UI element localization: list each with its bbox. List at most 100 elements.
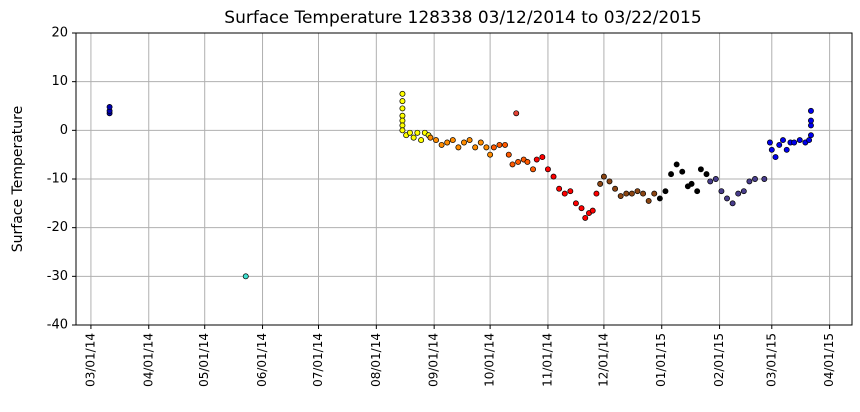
x-tick-label: 04/01/15 [822, 333, 836, 387]
data-point [600, 173, 607, 180]
data-point [455, 144, 462, 151]
data-point [593, 190, 600, 197]
x-tick-label: 12/01/14 [596, 333, 610, 387]
data-point [533, 156, 540, 163]
data-point [634, 188, 641, 195]
data-point [772, 154, 779, 161]
data-point [768, 146, 775, 153]
data-point [656, 195, 663, 202]
data-point [766, 139, 773, 146]
data-point [761, 176, 768, 182]
x-tick-label: 10/01/14 [483, 333, 497, 387]
data-point [567, 188, 574, 195]
y-tick-label: -30 [47, 269, 68, 284]
data-point [513, 110, 520, 117]
data-point [707, 178, 714, 185]
data-point [490, 144, 497, 151]
data-point [703, 171, 710, 178]
data-point [556, 185, 563, 192]
data-point [735, 190, 742, 197]
y-tick-label: -20 [47, 220, 68, 235]
data-point [106, 104, 113, 110]
data-point [679, 168, 686, 175]
data-point [780, 137, 786, 144]
data-point [399, 127, 406, 134]
data-point [438, 141, 445, 148]
data-point [515, 159, 522, 165]
data-point [688, 180, 695, 187]
data-point [399, 105, 406, 112]
data-point [477, 139, 484, 146]
data-point [550, 173, 557, 180]
data-point [718, 188, 725, 195]
x-tick-label: 03/01/14 [83, 333, 97, 387]
data-point [740, 188, 747, 195]
data-point [746, 178, 753, 185]
data-point [796, 137, 803, 144]
data-point [496, 141, 503, 148]
y-tick-label: 20 [51, 26, 68, 41]
x-tick-label: 07/01/14 [311, 333, 325, 387]
data-point [399, 112, 406, 119]
chart-title: Surface Temperature 128338 03/12/2014 to… [224, 8, 701, 28]
data-point [808, 122, 814, 129]
data-point [414, 129, 421, 136]
y-tick-label: 0 [60, 123, 68, 138]
data-point [668, 171, 675, 178]
x-tick-label: 05/01/14 [197, 333, 211, 387]
y-axis-label: Surface Temperature [10, 106, 26, 252]
data-point [724, 195, 730, 202]
data-point [808, 117, 814, 124]
data-point [406, 129, 413, 136]
y-tick-label: 10 [51, 74, 68, 89]
data-point [449, 137, 456, 144]
data-point [399, 117, 406, 124]
data-point [791, 139, 798, 146]
markers [106, 90, 814, 280]
x-tick-label: 11/01/14 [540, 333, 554, 387]
y-tick-label: -10 [47, 172, 68, 187]
data-point [433, 137, 439, 144]
data-point [509, 161, 516, 168]
data-point [589, 207, 596, 214]
x-tick-label: 08/01/14 [369, 333, 383, 387]
data-point [752, 176, 758, 182]
data-point [806, 137, 813, 144]
data-point [697, 166, 704, 173]
data-point [662, 188, 669, 195]
data-point [729, 200, 736, 207]
data-point [651, 190, 658, 197]
data-point [524, 159, 531, 165]
data-point [502, 141, 508, 148]
x-tick-label: 02/01/15 [712, 333, 726, 387]
data-point [808, 107, 814, 114]
data-point [472, 144, 479, 151]
data-point [673, 161, 680, 168]
x-tick-label: 04/01/14 [141, 333, 155, 387]
data-point [444, 139, 451, 146]
data-point [617, 193, 624, 199]
data-point [645, 197, 652, 204]
data-point [505, 151, 512, 158]
data-point [640, 190, 647, 197]
x-tick-label: 03/01/15 [764, 333, 778, 387]
x-tick-label: 01/01/15 [654, 333, 668, 387]
data-point [783, 146, 790, 153]
data-point [808, 132, 814, 139]
data-point [399, 122, 406, 129]
data-point [561, 190, 568, 197]
data-point [539, 154, 546, 161]
data-point [466, 137, 473, 144]
data-point [242, 273, 249, 280]
x-tick-label: 09/01/14 [427, 333, 441, 387]
data-point [487, 151, 494, 158]
data-point [544, 166, 551, 173]
data-point [628, 190, 635, 197]
data-point [572, 200, 579, 207]
y-tick-label: -40 [47, 318, 68, 333]
data-point [776, 141, 783, 148]
data-point [418, 137, 425, 144]
data-point [597, 180, 604, 187]
data-point [582, 214, 589, 221]
